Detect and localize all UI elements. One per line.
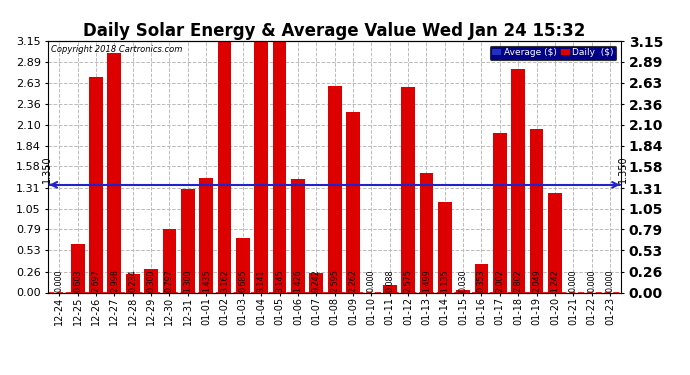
Legend: Average ($), Daily  ($): Average ($), Daily ($) [490, 46, 616, 60]
Text: 0.242: 0.242 [312, 269, 321, 292]
Text: 0.000: 0.000 [606, 269, 615, 292]
Bar [181, 189, 195, 292]
Bar [401, 87, 415, 292]
Text: 2.998: 2.998 [110, 269, 119, 292]
Bar [126, 274, 139, 292]
Bar [511, 69, 525, 292]
Bar [236, 238, 250, 292]
Text: 1.135: 1.135 [440, 269, 449, 292]
Text: 2.697: 2.697 [92, 269, 101, 292]
Bar [456, 290, 470, 292]
Text: 0.353: 0.353 [477, 269, 486, 292]
Bar [273, 42, 286, 292]
Text: 1.350: 1.350 [42, 156, 52, 183]
Text: 3.162: 3.162 [220, 269, 229, 292]
Text: 0.300: 0.300 [146, 269, 155, 292]
Text: 0.000: 0.000 [587, 269, 596, 292]
Bar [71, 244, 85, 292]
Text: 1.242: 1.242 [551, 269, 560, 292]
Title: Daily Solar Energy & Average Value Wed Jan 24 15:32: Daily Solar Energy & Average Value Wed J… [83, 22, 586, 40]
Bar [309, 273, 323, 292]
Text: 2.575: 2.575 [404, 269, 413, 292]
Text: 2.595: 2.595 [330, 269, 339, 292]
Text: 2.262: 2.262 [348, 269, 357, 292]
Bar [291, 179, 305, 292]
Text: 2.802: 2.802 [514, 269, 523, 292]
Bar [548, 194, 562, 292]
Text: 1.435: 1.435 [201, 269, 210, 292]
Text: 1.499: 1.499 [422, 269, 431, 292]
Bar [438, 202, 452, 292]
Text: 3.141: 3.141 [257, 269, 266, 292]
Text: 0.234: 0.234 [128, 269, 137, 292]
Bar [255, 42, 268, 292]
Text: 2.049: 2.049 [532, 269, 541, 292]
Bar [530, 129, 544, 292]
Text: 0.000: 0.000 [569, 269, 578, 292]
Bar [217, 40, 231, 292]
Bar [420, 173, 433, 292]
Bar [328, 86, 342, 292]
Text: 0.030: 0.030 [459, 269, 468, 292]
Text: 3.145: 3.145 [275, 269, 284, 292]
Text: 0.685: 0.685 [238, 269, 248, 292]
Bar [383, 285, 397, 292]
Bar [108, 53, 121, 292]
Bar [493, 133, 506, 292]
Bar [89, 77, 103, 292]
Text: 1.426: 1.426 [293, 269, 302, 292]
Text: Copyright 2018 Cartronics.com: Copyright 2018 Cartronics.com [51, 45, 183, 54]
Bar [475, 264, 489, 292]
Text: 0.797: 0.797 [165, 269, 174, 292]
Text: 0.000: 0.000 [367, 269, 376, 292]
Text: 1.350: 1.350 [618, 156, 627, 183]
Bar [346, 112, 360, 292]
Text: 0.088: 0.088 [385, 269, 394, 292]
Bar [163, 229, 177, 292]
Bar [199, 178, 213, 292]
Text: 0.000: 0.000 [55, 269, 63, 292]
Text: 1.300: 1.300 [184, 269, 193, 292]
Text: 2.002: 2.002 [495, 269, 504, 292]
Text: 0.603: 0.603 [73, 269, 82, 292]
Bar [144, 268, 158, 292]
